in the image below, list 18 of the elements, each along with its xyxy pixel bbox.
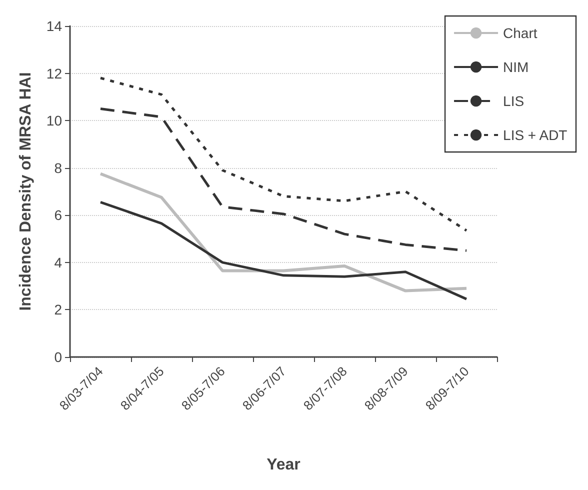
line-series <box>99 76 468 232</box>
line-series <box>99 172 468 292</box>
y-tick-label: 12 <box>46 65 62 82</box>
y-tick-label: 2 <box>54 302 62 318</box>
line-series <box>99 200 468 300</box>
y-tick-label: 6 <box>54 207 62 224</box>
y-tick-label: 14 <box>46 18 62 34</box>
y-tick-label: 0 <box>54 349 62 365</box>
y-tick-label: 4 <box>54 254 62 270</box>
y-tick-label: 8 <box>54 160 62 176</box>
line-series <box>99 108 468 252</box>
legend-label: Chart <box>503 25 538 41</box>
legend-label: NIM <box>503 59 529 75</box>
y-tick-label: 10 <box>46 112 62 129</box>
y-axis-title: Incidence Density of MRSA HAI <box>18 72 34 311</box>
x-axis-title: Year <box>266 456 300 474</box>
legend-label: LIS + ADT <box>503 127 568 143</box>
legend-label: LIS <box>503 93 524 109</box>
